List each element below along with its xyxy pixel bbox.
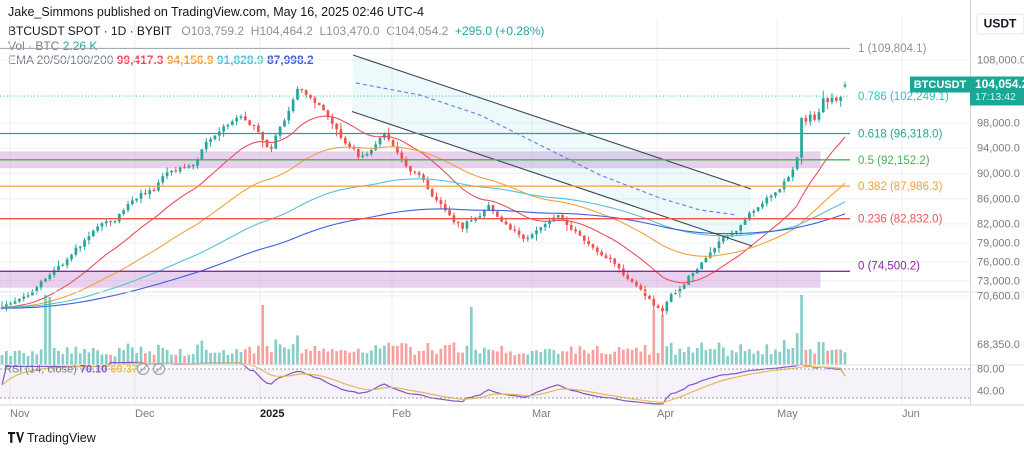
svg-text:17:13:42: 17:13:42 — [975, 91, 1016, 103]
svg-text:82,000.0: 82,000.0 — [977, 219, 1020, 231]
svg-text:0.618 (96,318.0): 0.618 (96,318.0) — [858, 129, 943, 141]
svg-text:BTCUSDT: BTCUSDT — [914, 79, 967, 91]
svg-text:Jun: Jun — [902, 408, 920, 420]
svg-text:108,000.0: 108,000.0 — [977, 55, 1024, 67]
svg-text:79,000.0: 79,000.0 — [977, 238, 1020, 250]
svg-text:USDT: USDT — [984, 17, 1017, 31]
svg-text:0.382 (87,986.3): 0.382 (87,986.3) — [858, 181, 943, 193]
svg-text:0.786 (102,249.1): 0.786 (102,249.1) — [858, 91, 949, 103]
svg-text:40.00: 40.00 — [977, 386, 1005, 398]
svg-text:Nov: Nov — [10, 408, 30, 420]
svg-text:0 (74,500.2): 0 (74,500.2) — [858, 260, 920, 272]
svg-text:Apr: Apr — [657, 408, 674, 420]
svg-text:86,000.0: 86,000.0 — [977, 194, 1020, 206]
svg-text:104,054.2: 104,054.2 — [975, 77, 1024, 91]
svg-text:RSI (14, close) 70.10 69.37: RSI (14, close) 70.10 69.37 — [4, 364, 138, 376]
svg-text:90,000.0: 90,000.0 — [977, 168, 1020, 180]
svg-text:98,000.0: 98,000.0 — [977, 118, 1020, 130]
svg-text:1 (109,804.1): 1 (109,804.1) — [858, 43, 927, 55]
svg-text:70,600.0: 70,600.0 — [977, 291, 1020, 303]
svg-text:May: May — [777, 408, 798, 420]
svg-text:0.236 (82,832.0): 0.236 (82,832.0) — [858, 214, 943, 226]
svg-text:Feb: Feb — [392, 408, 411, 420]
svg-text:2025: 2025 — [260, 408, 284, 420]
svg-text:80.00: 80.00 — [977, 364, 1005, 376]
svg-text:0.5 (92,152.2): 0.5 (92,152.2) — [858, 155, 930, 167]
svg-text:Mar: Mar — [532, 408, 551, 420]
svg-text:76,000.0: 76,000.0 — [977, 257, 1020, 269]
svg-text:Dec: Dec — [135, 408, 155, 420]
svg-text:68,350.0: 68,350.0 — [977, 339, 1020, 351]
svg-text:94,000.0: 94,000.0 — [977, 143, 1020, 155]
svg-text:73,000.0: 73,000.0 — [977, 276, 1020, 288]
